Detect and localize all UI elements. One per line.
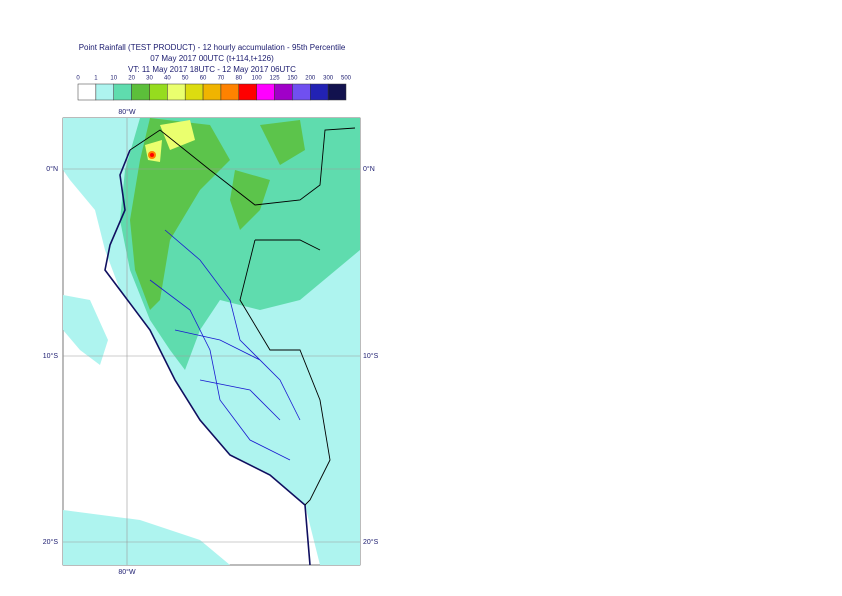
- legend-label: 70: [218, 76, 225, 82]
- legend-swatch: [327, 83, 347, 101]
- legend-swatch: [167, 83, 186, 101]
- legend-swatch: [274, 83, 293, 101]
- legend-swatch: [131, 83, 150, 101]
- legend-label: 1: [94, 76, 98, 82]
- legend-label: 10: [110, 76, 117, 82]
- lat-label: 20°S: [43, 538, 59, 546]
- lon-label: 80°W: [118, 568, 136, 576]
- legend-label: 300: [323, 76, 334, 82]
- legend-label: 200: [305, 76, 316, 82]
- legend-swatch: [292, 83, 311, 101]
- legend-swatch: [220, 83, 240, 101]
- lat-label: 20°S: [363, 538, 379, 546]
- legend-swatch: [77, 83, 97, 101]
- legend-label: 40: [164, 76, 171, 82]
- legend-swatch: [238, 83, 257, 101]
- legend: 0 1 10 20 30 40 50 60 70 80 100 125 150 200 300 500: [76, 76, 352, 101]
- legend-label: 150: [287, 76, 298, 82]
- subtitle: 07 May 2017 00UTC (t+114,t+126): [150, 54, 274, 63]
- legend-label: 100: [252, 76, 263, 82]
- legend-label: 50: [182, 76, 189, 82]
- lat-label: 0°N: [363, 165, 375, 173]
- legend-swatch: [256, 83, 275, 101]
- lat-label: 10°S: [43, 352, 59, 360]
- lon-label: 80°W: [118, 108, 136, 116]
- legend-label: 80: [235, 76, 242, 82]
- legend-swatch: [149, 83, 168, 101]
- subtitle: VT: 11 May 2017 18UTC - 12 May 2017 06UT…: [128, 65, 296, 74]
- legend-swatch: [310, 83, 329, 101]
- lat-label: 10°S: [363, 352, 379, 360]
- legend-swatch: [113, 83, 132, 101]
- legend-label: 20: [128, 76, 135, 82]
- legend-label: 60: [200, 76, 207, 82]
- legend-swatch: [95, 83, 114, 101]
- legend-swatch: [184, 83, 204, 101]
- legend-label: 30: [146, 76, 153, 82]
- title: Point Rainfall (TEST PRODUCT) - 12 hourl…: [79, 43, 346, 52]
- lat-label: 0°N: [46, 165, 58, 173]
- legend-label: 500: [341, 76, 352, 82]
- legend-label: 0: [76, 76, 80, 82]
- legend-swatch: [202, 83, 222, 101]
- map: [62, 117, 361, 566]
- legend-label: 125: [270, 76, 281, 82]
